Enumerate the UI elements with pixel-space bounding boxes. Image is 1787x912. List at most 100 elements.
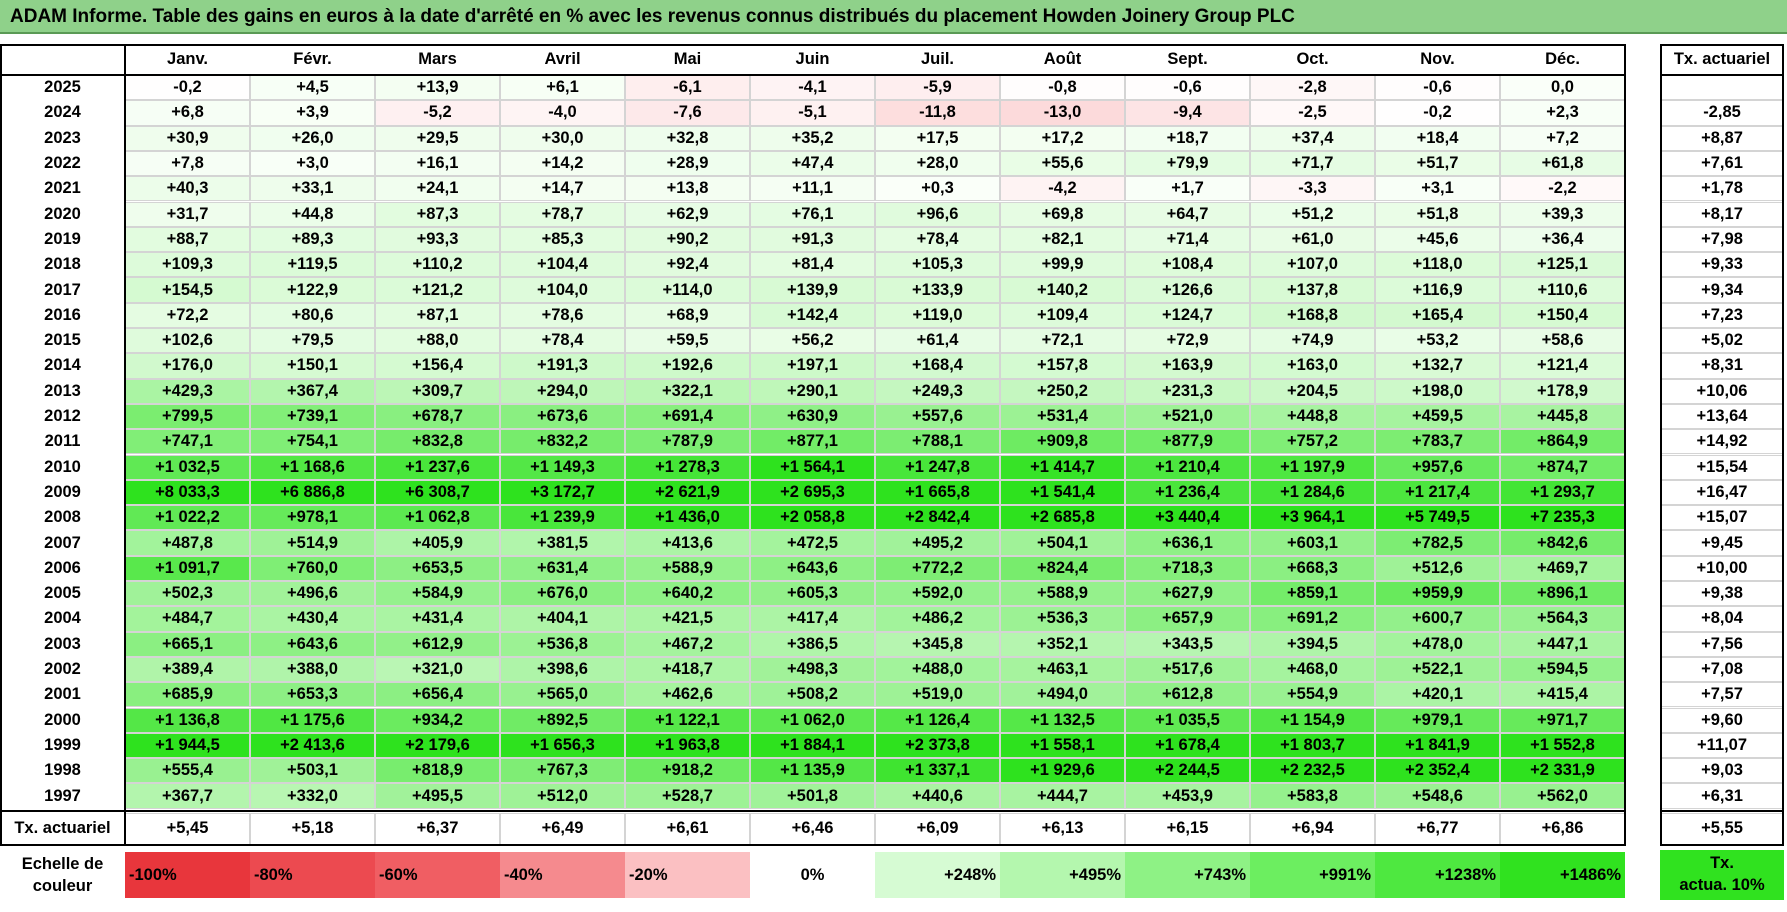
heatmap-cell: +760,0 <box>250 555 375 581</box>
rate-cell: +15,07 <box>1660 505 1784 531</box>
heatmap-cell: +36,4 <box>1500 226 1625 253</box>
heatmap-cell: +782,5 <box>1375 530 1500 556</box>
heatmap-cell: +110,6 <box>1500 277 1625 303</box>
heatmap-cell: +125,1 <box>1500 252 1625 278</box>
heatmap-cell: +78,4 <box>500 328 625 354</box>
rate-cell: +8,17 <box>1660 201 1784 227</box>
heatmap-cell: +116,9 <box>1375 277 1500 303</box>
rate-cell: +9,45 <box>1660 530 1784 556</box>
heatmap-cell: 0,0 <box>1500 75 1625 101</box>
heatmap-cell: +1 062,0 <box>750 707 875 733</box>
heatmap-cell: +979,1 <box>1375 707 1500 733</box>
heatmap-cell: +418,7 <box>625 656 750 683</box>
heatmap-cell: -4,1 <box>750 75 875 101</box>
rate-cell: +9,33 <box>1660 252 1784 278</box>
heatmap-cell: +832,2 <box>500 429 625 455</box>
year-label: 2004 <box>44 609 81 628</box>
heatmap-cell: +6 886,8 <box>250 479 375 506</box>
heatmap-cell: +1 168,6 <box>250 454 375 480</box>
heatmap-cell: +522,1 <box>1375 656 1500 683</box>
heatmap-cell: +398,6 <box>500 656 625 683</box>
heatmap-cell: +2 244,5 <box>1125 758 1250 784</box>
color-scale-stop: +495% <box>1000 852 1125 898</box>
heatmap-cell: +92,4 <box>625 252 750 278</box>
heatmap-cell: +1 236,4 <box>1125 479 1250 506</box>
column-header: Déc. <box>1545 49 1580 68</box>
heatmap-cell: +6 308,7 <box>375 479 500 506</box>
heatmap-cell: +486,2 <box>875 606 1000 632</box>
color-scale-rate-line: Tx. <box>1710 854 1734 872</box>
year-column-divider <box>124 44 126 845</box>
heatmap-cell: +1 247,8 <box>875 454 1000 480</box>
heatmap-cell: +249,3 <box>875 378 1000 404</box>
heatmap-cell: +132,7 <box>1375 353 1500 379</box>
year-label: 2020 <box>44 204 81 223</box>
heatmap-cell: +1 436,0 <box>625 505 750 531</box>
heatmap-cell: +53,2 <box>1375 328 1500 354</box>
heatmap-cell: +1 665,8 <box>875 479 1000 506</box>
heatmap-cell: +772,2 <box>875 555 1000 581</box>
heatmap-cell: +1 062,8 <box>375 505 500 531</box>
heatmap-cell: +51,7 <box>1375 150 1500 177</box>
heatmap-cell: +163,9 <box>1125 353 1250 379</box>
heatmap-cell: +1 022,2 <box>125 505 250 531</box>
heatmap-cell: +824,4 <box>1000 555 1125 581</box>
heatmap-cell: +487,8 <box>125 530 250 556</box>
rate-cell: +11,07 <box>1660 732 1784 759</box>
heatmap-cell: +137,8 <box>1250 277 1375 303</box>
heatmap-cell: +121,2 <box>375 277 500 303</box>
heatmap-cell: +14,7 <box>500 176 625 202</box>
heatmap-cell: +28,9 <box>625 150 750 177</box>
heatmap-cell: +484,7 <box>125 606 250 632</box>
heatmap-cell: +1 132,5 <box>1000 707 1125 733</box>
heatmap-cell: +69,8 <box>1000 201 1125 227</box>
rate-cell: +8,04 <box>1660 606 1784 632</box>
heatmap-cell: -2,8 <box>1250 75 1375 101</box>
heatmap-cell: +250,2 <box>1000 378 1125 404</box>
heatmap-cell: +462,6 <box>625 682 750 708</box>
heatmap-cell: +627,9 <box>1125 581 1250 607</box>
heatmap-cell: +389,4 <box>125 656 250 683</box>
heatmap-cell: +643,6 <box>250 631 375 657</box>
heatmap-cell: +554,9 <box>1250 682 1375 708</box>
heatmap-cell: +1 237,6 <box>375 454 500 480</box>
heatmap-cell: +594,5 <box>1500 656 1625 683</box>
heatmap-cell: +653,3 <box>250 682 375 708</box>
heatmap-cell: +1 135,9 <box>750 758 875 784</box>
color-scale-stop: -20% <box>625 852 750 898</box>
heatmap-cell: +640,2 <box>625 581 750 607</box>
heatmap-cell: +154,5 <box>125 277 250 303</box>
heatmap-cell: +96,6 <box>875 201 1000 227</box>
heatmap-cell: +494,0 <box>1000 682 1125 708</box>
heatmap-cell: -5,2 <box>375 100 500 126</box>
heatmap-cell: +588,9 <box>625 555 750 581</box>
heatmap-cell: +6,1 <box>500 75 625 101</box>
heatmap-cell: +718,3 <box>1125 555 1250 581</box>
heatmap-cell: +150,1 <box>250 353 375 379</box>
heatmap-cell: +503,1 <box>250 758 375 784</box>
column-header: Févr. <box>293 49 332 68</box>
heatmap-cell: +388,0 <box>250 656 375 683</box>
heatmap-cell: +787,9 <box>625 429 750 455</box>
rate-cell: +7,56 <box>1660 631 1784 657</box>
heatmap-cell: +459,5 <box>1375 403 1500 430</box>
heatmap-cell: +345,8 <box>875 631 1000 657</box>
heatmap-cell: +30,0 <box>500 125 625 151</box>
rate-cell: +9,60 <box>1660 707 1784 733</box>
heatmap-cell: +859,1 <box>1250 581 1375 607</box>
heatmap-cell: +691,4 <box>625 403 750 430</box>
heatmap-cell: -0,2 <box>1375 100 1500 126</box>
heatmap-cell: +874,7 <box>1500 454 1625 480</box>
heatmap-cell: +367,7 <box>125 783 250 809</box>
heatmap-cell: +140,2 <box>1000 277 1125 303</box>
rate-cell: +1,78 <box>1660 176 1784 202</box>
heatmap-cell: +3 440,4 <box>1125 505 1250 531</box>
heatmap-cell: +447,1 <box>1500 631 1625 657</box>
heatmap-cell: +429,3 <box>125 378 250 404</box>
year-label: 2015 <box>44 331 81 350</box>
year-label: 2013 <box>44 381 81 400</box>
heatmap-cell: +2 685,8 <box>1000 505 1125 531</box>
heatmap-cell: +488,0 <box>875 656 1000 683</box>
heatmap-cell: +89,3 <box>250 226 375 253</box>
heatmap-cell: +788,1 <box>875 429 1000 455</box>
